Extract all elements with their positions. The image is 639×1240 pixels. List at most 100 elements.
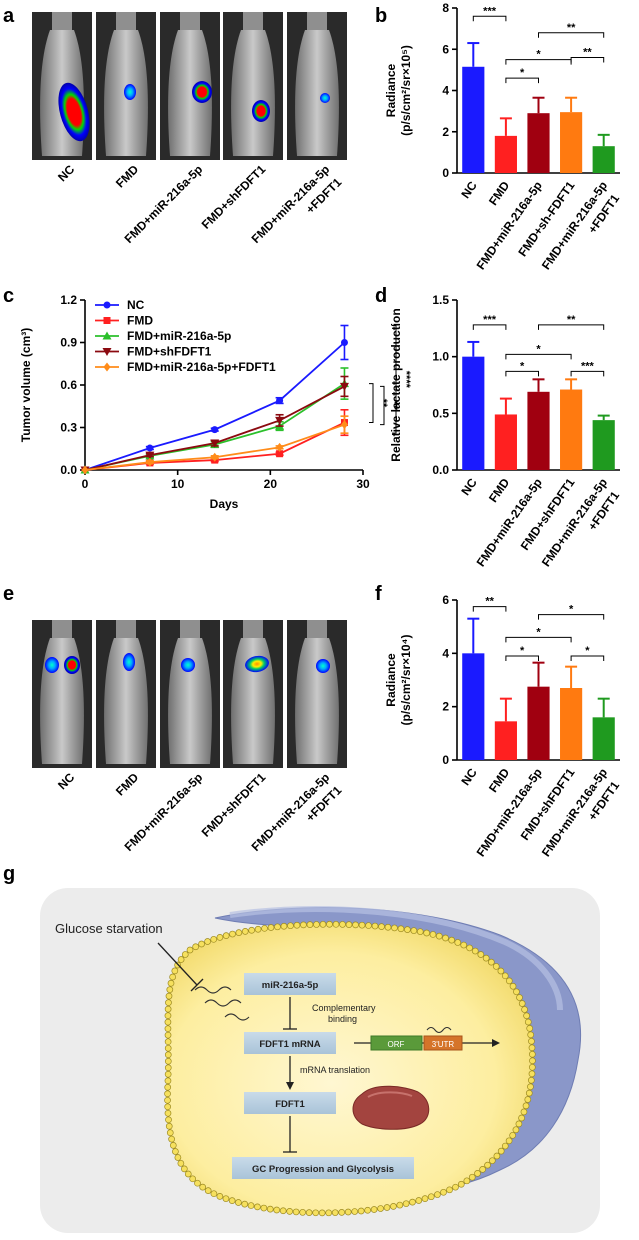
panel-b-y-tick-label: 6 bbox=[442, 42, 449, 56]
membrane-bead bbox=[164, 1090, 171, 1098]
panel-d-category-label: FMD bbox=[486, 475, 513, 505]
membrane-bead bbox=[293, 921, 301, 929]
panel-c-data-point bbox=[103, 301, 111, 309]
membrane-bead bbox=[164, 1051, 172, 1059]
membrane-bead bbox=[527, 1031, 535, 1039]
complementary-text: Complementary bbox=[312, 1003, 376, 1013]
panel-a-holder bbox=[180, 12, 200, 32]
membrane-bead bbox=[516, 994, 523, 1001]
panel-a-holder bbox=[307, 12, 327, 32]
panel-c-y-tick-label: 1.2 bbox=[60, 293, 77, 307]
panel-a-mouse-body bbox=[295, 30, 339, 156]
membrane-bead bbox=[325, 1209, 333, 1217]
panel-a-group-label: NC bbox=[55, 162, 77, 184]
panel-f-significance-label: * bbox=[585, 645, 590, 657]
membrane-bead bbox=[384, 923, 392, 931]
panel-f-y-tick-label: 2 bbox=[442, 700, 449, 714]
membrane-bead bbox=[167, 979, 175, 987]
membrane-bead bbox=[344, 1208, 352, 1216]
fdft1-mrna-text: FDFT1 mRNA bbox=[259, 1039, 320, 1050]
panel-a-group-label: FMD+shFDFT1 bbox=[199, 162, 269, 232]
panel-b-significance-bracket bbox=[538, 32, 605, 38]
utr-text: 3'UTR bbox=[432, 1040, 455, 1049]
translation-text: mRNA translation bbox=[300, 1065, 370, 1075]
membrane-bead bbox=[509, 1131, 517, 1139]
membrane-bead bbox=[529, 1057, 536, 1065]
panel-a-signal-spot bbox=[58, 82, 90, 142]
panel-d-significance-label: * bbox=[520, 360, 525, 372]
binding-text: binding bbox=[328, 1014, 357, 1024]
panel-c-y-tick-label: 0.0 bbox=[60, 463, 77, 477]
membrane-bead bbox=[448, 936, 456, 944]
panel-b-bar bbox=[494, 135, 517, 173]
panel-label-f: f bbox=[375, 583, 382, 605]
membrane-bead bbox=[287, 922, 294, 930]
membrane-bead bbox=[528, 1037, 535, 1045]
membrane-bead bbox=[492, 963, 500, 970]
panel-b-category-label: NC bbox=[458, 178, 480, 201]
membrane-bead bbox=[313, 921, 320, 928]
panel-f-bar bbox=[592, 717, 615, 760]
panel-f-bar bbox=[527, 686, 550, 760]
panel-b-y-tick-label: 4 bbox=[442, 84, 449, 98]
panel-e-group-label: FMD+shFDFT1 bbox=[199, 770, 269, 840]
mirna-squiggle-1 bbox=[194, 986, 232, 994]
membrane-bead bbox=[522, 1102, 530, 1110]
panel-d-significance-bracket bbox=[472, 324, 507, 330]
panel-d-bar bbox=[462, 356, 485, 470]
panel-c-significance-bracket bbox=[369, 383, 374, 424]
panel-c-data-point bbox=[276, 442, 284, 452]
membrane-bead bbox=[164, 1064, 172, 1072]
panel-b-significance-bracket bbox=[505, 77, 539, 84]
panel-g-schematic: Glucose starvation miR-216a-5p Complemen… bbox=[40, 888, 600, 1233]
panel-label-g: g bbox=[3, 863, 15, 885]
panel-d-bar bbox=[527, 391, 550, 470]
membrane-bead bbox=[528, 1063, 536, 1071]
membrane-bead bbox=[204, 1187, 212, 1194]
membrane-bead bbox=[165, 992, 173, 1000]
membrane-bead bbox=[164, 1025, 172, 1033]
membrane-bead bbox=[497, 1147, 505, 1155]
panel-d-bar bbox=[592, 420, 615, 470]
panel-f-y-axis-label-line1: Radiance bbox=[384, 653, 398, 707]
panel-d-significance-bracket bbox=[505, 370, 539, 377]
membrane-bead bbox=[518, 1000, 526, 1007]
membrane-bead bbox=[216, 1193, 224, 1200]
membrane-bead bbox=[471, 947, 479, 955]
membrane-bead bbox=[357, 1207, 365, 1215]
panel-d-lactate-chart: 0.0 0.5 1.0 1.5 Relative lactate production N… bbox=[389, 293, 622, 569]
membrane-bead bbox=[199, 1183, 207, 1191]
panel-c-data-point bbox=[340, 420, 348, 430]
panel-e-imaging bbox=[32, 620, 347, 768]
membrane-bead bbox=[166, 1129, 174, 1137]
membrane-bead bbox=[198, 940, 205, 948]
membrane-bead bbox=[493, 1152, 501, 1160]
membrane-bead bbox=[527, 1083, 534, 1091]
panel-b-significance-label: * bbox=[520, 67, 525, 79]
membrane-bead bbox=[484, 1161, 491, 1169]
panel-c-data-point bbox=[275, 416, 285, 425]
membrane-bead bbox=[180, 1165, 188, 1173]
membrane-bead bbox=[164, 1031, 172, 1039]
panel-c-significance-label: ** bbox=[377, 399, 389, 408]
membrane-bead bbox=[210, 935, 218, 943]
panel-e-mouse-body bbox=[295, 638, 339, 764]
membrane-bead bbox=[164, 1109, 172, 1117]
membrane-bead bbox=[526, 1025, 534, 1032]
panel-c-data-point bbox=[102, 331, 112, 340]
panel-c-data-point bbox=[103, 317, 111, 324]
panel-c-x-tick-label: 20 bbox=[264, 477, 278, 491]
panel-d-significance-label: * bbox=[536, 343, 541, 355]
membrane-bead bbox=[358, 921, 366, 929]
membrane-bead bbox=[181, 951, 189, 958]
membrane-bead bbox=[266, 1205, 274, 1213]
membrane-bead bbox=[402, 1200, 410, 1208]
membrane-bead bbox=[279, 1207, 287, 1215]
panel-e-holder bbox=[116, 620, 136, 640]
membrane-bead bbox=[247, 1202, 255, 1209]
panel-b-significance-label: ** bbox=[567, 22, 576, 34]
membrane-bead bbox=[235, 929, 243, 936]
panel-e-holder bbox=[307, 620, 327, 640]
membrane-bead bbox=[383, 1204, 391, 1211]
membrane-bead bbox=[523, 1012, 530, 1020]
